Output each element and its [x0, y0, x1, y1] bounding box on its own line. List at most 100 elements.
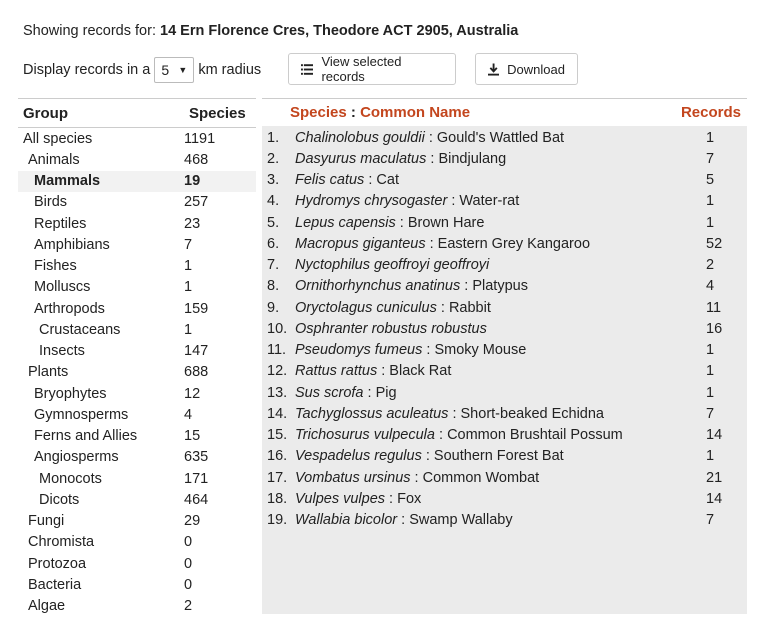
species-row[interactable]: 10. Osphranter robustus robustus 16 [262, 318, 747, 339]
records-count[interactable]: 1 [706, 384, 715, 401]
records-count[interactable]: 5 [706, 172, 715, 189]
species-row[interactable]: 4. Hydromys chrysogaster : Water-rat 1 [262, 191, 747, 212]
group-row[interactable]: Arthropods 159 [18, 298, 256, 319]
scientific-name[interactable]: Felis catus [295, 172, 365, 189]
group-row[interactable]: Amphibians 7 [18, 234, 256, 255]
group-species-count: 1 [184, 321, 193, 338]
species-row[interactable]: 2. Dasyurus maculatus : Bindjulang 7 [262, 148, 747, 169]
species-row[interactable]: 11. Pseudomys fumeus : Smoky Mouse 1 [262, 340, 747, 361]
species-row[interactable]: 16. Vespadelus regulus : Southern Forest … [262, 446, 747, 467]
species-row[interactable]: 3. Felis catus : Cat 5 [262, 170, 747, 191]
records-count[interactable]: 1 [706, 448, 715, 465]
scientific-name[interactable]: Dasyurus maculatus [295, 150, 427, 167]
records-count[interactable]: 14 [706, 490, 723, 507]
scientific-name[interactable]: Wallabia bicolor [295, 512, 398, 529]
group-row[interactable]: Fungi 29 [18, 511, 256, 532]
group-row[interactable]: Chromista 0 [18, 532, 256, 553]
species-row[interactable]: 18. Vulpes vulpes : Fox 14 [262, 488, 747, 509]
species-row[interactable]: 6. Macropus giganteus : Eastern Grey Kang… [262, 233, 747, 254]
records-count[interactable]: 7 [706, 405, 715, 422]
species-row[interactable]: 9. Oryctolagus cuniculus : Rabbit 11 [262, 297, 747, 318]
scientific-name[interactable]: Tachyglossus aculeatus [295, 405, 449, 422]
species-row-number: 4. [267, 193, 280, 210]
download-button[interactable]: Download [475, 53, 578, 85]
records-count[interactable]: 11 [706, 299, 722, 316]
scientific-name[interactable]: Oryctolagus cuniculus [295, 299, 437, 316]
species-row[interactable]: 13. Sus scrofa : Pig 1 [262, 382, 747, 403]
records-count[interactable]: 1 [706, 193, 715, 210]
header-prefix: Showing records for: [23, 23, 161, 39]
scientific-name[interactable]: Vespadelus regulus [295, 448, 422, 465]
species-row[interactable]: 19. Wallabia bicolor : Swamp Wallaby 7 [262, 510, 747, 531]
species-row[interactable]: 12. Rattus rattus : Black Rat 1 [262, 361, 747, 382]
records-count[interactable]: 21 [706, 469, 723, 486]
records-count[interactable]: 14 [706, 427, 723, 444]
scientific-name[interactable]: Vulpes vulpes [295, 490, 386, 507]
group-row[interactable]: Mammals 19 [18, 170, 256, 192]
species-name-cell: Nyctophilus geoffroyi geoffroyi [295, 257, 706, 273]
species-row[interactable]: 8. Ornithorhynchus anatinus : Platypus 4 [262, 276, 747, 297]
species-row-number: 9. [267, 299, 280, 316]
records-count[interactable]: 1 [706, 342, 715, 359]
group-row[interactable]: Animals 468 [18, 149, 256, 170]
species-name-cell: Sus scrofa : Pig [295, 385, 706, 401]
scientific-name[interactable]: Nyctophilus geoffroyi geoffroyi [295, 257, 490, 274]
group-row[interactable]: Dicots 464 [18, 489, 256, 510]
records-count[interactable]: 16 [706, 320, 723, 337]
species-common-header[interactable]: Species : Common Name [290, 104, 470, 121]
group-row[interactable]: Insects 147 [18, 341, 256, 362]
radius-select[interactable]: 5 ▼ [154, 57, 195, 83]
species-row[interactable]: 1. Chalinolobus gouldii : Gould's Wattled… [262, 127, 747, 148]
records-count[interactable]: 1 [706, 214, 715, 231]
group-row[interactable]: Gymnosperms 4 [18, 404, 256, 425]
records-count[interactable]: 4 [706, 278, 715, 295]
records-count[interactable]: 1 [706, 129, 715, 146]
scientific-name[interactable]: Chalinolobus gouldii [295, 129, 425, 146]
species-row[interactable]: 14. Tachyglossus aculeatus : Short-beaked… [262, 403, 747, 424]
group-row[interactable]: Bryophytes 12 [18, 383, 256, 404]
group-name: Gymnosperms [34, 406, 129, 423]
name-separator: : [410, 469, 423, 486]
species-row[interactable]: 15. Trichosurus vulpecula : Common Brusht… [262, 425, 747, 446]
records-count[interactable]: 7 [706, 512, 715, 529]
download-icon [488, 62, 500, 76]
species-name-cell: Vespadelus regulus : Southern Forest Bat [295, 448, 706, 464]
species-name-cell: Tachyglossus aculeatus : Short-beaked Ec… [295, 406, 706, 422]
records-count[interactable]: 2 [706, 257, 715, 274]
group-row[interactable]: Angiosperms 635 [18, 447, 256, 468]
records-header[interactable]: Records [680, 104, 741, 121]
group-row[interactable]: Reptiles 23 [18, 213, 256, 234]
scientific-name[interactable]: Osphranter robustus robustus [295, 320, 487, 337]
species-row[interactable]: 7. Nyctophilus geoffroyi geoffroyi 2 [262, 255, 747, 276]
scientific-name[interactable]: Lepus capensis [295, 214, 396, 231]
group-row[interactable]: All species 1191 [18, 128, 256, 149]
group-name: Bryophytes [34, 385, 107, 402]
group-row[interactable]: Plants 688 [18, 362, 256, 383]
scientific-name[interactable]: Vombatus ursinus [295, 469, 411, 486]
group-row[interactable]: Fishes 1 [18, 256, 256, 277]
group-name: Algae [28, 598, 66, 615]
group-row[interactable]: Algae 2 [18, 596, 256, 617]
group-row[interactable]: Protozoa 0 [18, 553, 256, 574]
group-row[interactable]: Crustaceans 1 [18, 319, 256, 340]
group-row[interactable]: Ferns and Allies 15 [18, 426, 256, 447]
group-row[interactable]: Bacteria 0 [18, 574, 256, 595]
group-row[interactable]: Molluscs 1 [18, 277, 256, 298]
species-row[interactable]: 17. Vombatus ursinus : Common Wombat 21 [262, 467, 747, 488]
records-count[interactable]: 7 [706, 150, 715, 167]
group-row[interactable]: Monocots 171 [18, 468, 256, 489]
records-count[interactable]: 52 [706, 235, 723, 252]
scientific-name[interactable]: Rattus rattus [295, 363, 378, 380]
view-selected-records-button[interactable]: View selected records [288, 53, 456, 85]
scientific-name[interactable]: Ornithorhynchus anatinus [295, 278, 461, 295]
records-count[interactable]: 1 [706, 363, 715, 380]
scientific-name[interactable]: Trichosurus vulpecula [295, 427, 435, 444]
scientific-name[interactable]: Sus scrofa [295, 384, 364, 401]
group-row[interactable]: Birds 257 [18, 192, 256, 213]
species-row[interactable]: 5. Lepus capensis : Brown Hare 1 [262, 212, 747, 233]
scientific-name[interactable]: Macropus giganteus [295, 235, 426, 252]
scientific-name[interactable]: Pseudomys fumeus [295, 342, 423, 359]
species-row-number: 2. [267, 150, 280, 167]
scientific-name[interactable]: Hydromys chrysogaster [295, 193, 448, 210]
group-species-count: 23 [184, 215, 201, 232]
